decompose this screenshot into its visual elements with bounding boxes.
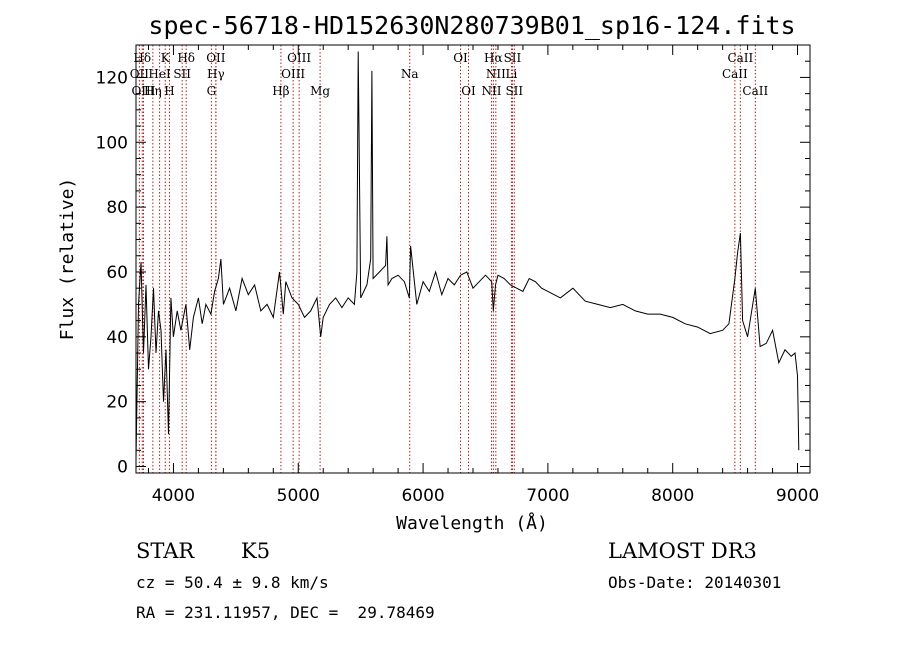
line-label-13: OIII (281, 67, 305, 81)
survey-name: LAMOST DR3 (608, 539, 757, 563)
spectrum-line (135, 51, 800, 461)
x-tick-label-5: 9000 (776, 486, 819, 506)
x-tick-label-0: 4000 (152, 486, 195, 506)
line-label-17: CaII (722, 67, 748, 81)
y-tick-label-6: 120 (96, 68, 128, 88)
line-label-16: Li (506, 67, 518, 81)
line-label-2: Hδ (177, 51, 195, 65)
line-label-20: H (164, 84, 174, 98)
redshift-readout: cz = 50.4 ± 9.8 km/s (136, 573, 329, 592)
line-label-8: CaII (727, 51, 753, 65)
x-tick-label-2: 6000 (401, 486, 444, 506)
plot-frame (135, 44, 811, 474)
line-label-25: NII (481, 84, 501, 98)
line-label-15: NII (486, 67, 506, 81)
y-tick-label-5: 100 (96, 133, 128, 153)
line-label-19: Hη (144, 84, 162, 98)
line-label-14: Na (401, 67, 419, 81)
subclass: K5 (241, 539, 270, 563)
y-tick-label-3: 60 (106, 263, 128, 283)
line-label-23: Mg (310, 84, 330, 98)
x-tick-label-1: 5000 (277, 486, 320, 506)
line-label-5: OI (453, 51, 468, 65)
x-axis: 4000 5000 6000 7000 8000 9000 (147, 45, 819, 506)
line-label-18: OIII (131, 84, 155, 98)
line-label-9: OII (130, 67, 150, 81)
chart-title: spec-56718-HD152630N280739B01_sp16-124.f… (148, 11, 795, 40)
line-label-11: SII (173, 67, 191, 81)
line-label-12: Hγ (207, 67, 225, 81)
spectral-line-markers (138, 45, 756, 473)
line-label-21: G (207, 84, 217, 98)
line-label-24: OI (461, 84, 476, 98)
y-tick-label-4: 80 (106, 198, 128, 218)
line-label-6: Hα (484, 51, 503, 65)
x-axis-label: Wavelength (Å) (396, 512, 548, 534)
x-tick-label-4: 8000 (651, 486, 694, 506)
line-label-10: HeI (148, 67, 171, 81)
line-label-7: SII (504, 51, 522, 65)
line-label-27: CaII (742, 84, 768, 98)
y-axis-label: Flux (relative) (57, 178, 78, 341)
obs-date: Obs-Date: 20140301 (608, 573, 781, 592)
coordinates: RA = 231.11957, DEC = 29.78469 (136, 603, 435, 622)
y-tick-label-0: 0 (117, 458, 128, 478)
line-label-26: SII (505, 84, 523, 98)
x-tick-label-3: 7000 (526, 486, 569, 506)
y-axis: 0 20 40 60 80 100 120 (96, 60, 810, 478)
line-label-22: Hβ (272, 84, 289, 98)
y-tick-label-1: 20 (106, 393, 128, 413)
object-class: STAR (136, 539, 195, 563)
line-label-1: K (161, 51, 171, 65)
y-tick-label-2: 40 (106, 328, 128, 348)
line-label-4: OIII (287, 51, 311, 65)
line-label-3: OII (206, 51, 226, 65)
